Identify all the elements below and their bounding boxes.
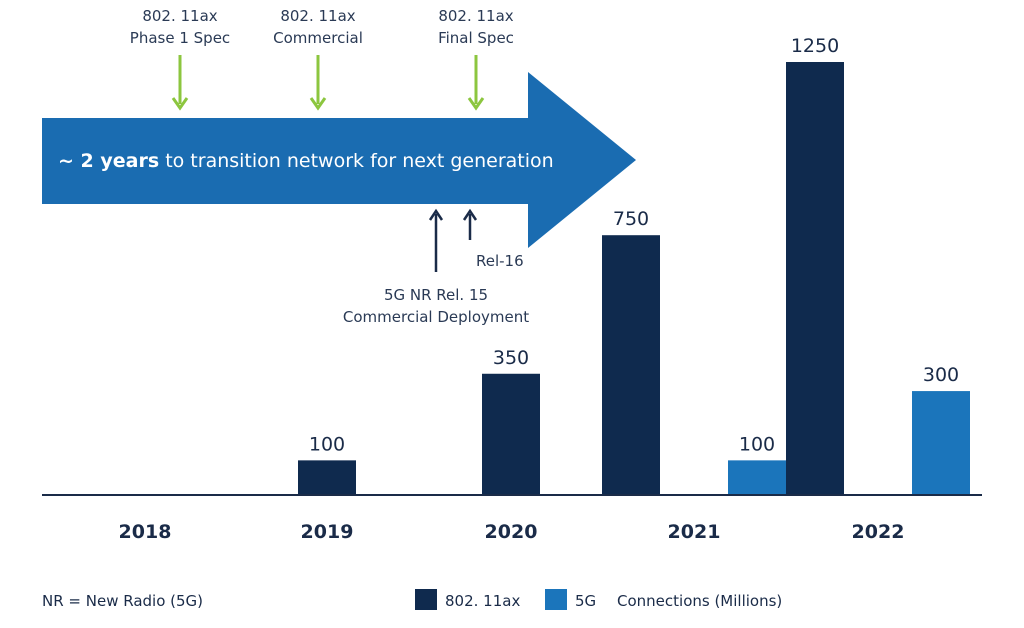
value-label-5g-2022: 300 xyxy=(923,364,959,386)
bar-5g-2021 xyxy=(728,460,786,495)
nr-arrows xyxy=(428,208,478,272)
transition-banner-arrow xyxy=(42,72,636,248)
banner-rest: to transition network for next generatio… xyxy=(159,150,554,172)
legend-swatch-5g xyxy=(545,589,567,610)
bar-wifi-2020 xyxy=(482,373,540,495)
value-label-wifi-2019: 100 xyxy=(309,433,345,455)
transition-banner-text: ~ 2 years to transition network for next… xyxy=(58,150,554,172)
commercial-label-line1: 802. 11ax xyxy=(280,7,355,25)
bar-5g-2022 xyxy=(912,391,970,495)
x-tick-2018: 2018 xyxy=(119,521,172,543)
value-label-wifi-2020: 350 xyxy=(493,347,529,369)
rel15-label-line2: Commercial Deployment xyxy=(343,308,529,326)
phase1-label-line1: 802. 11ax xyxy=(142,7,217,25)
value-label-wifi-2021: 750 xyxy=(613,208,649,230)
footnote: NR = New Radio (5G) xyxy=(42,592,203,610)
nr-arrow-head-rel15 xyxy=(428,208,444,221)
x-tick-2020: 2020 xyxy=(485,521,538,543)
spec-arrows xyxy=(171,55,485,111)
legend-unit-label: Connections (Millions) xyxy=(617,592,782,610)
x-tick-2021: 2021 xyxy=(668,521,721,543)
arrow-head-final-spec xyxy=(467,97,485,111)
value-label-5g-2021: 100 xyxy=(739,433,775,455)
phase1-label-line2: Phase 1 Spec xyxy=(130,29,230,47)
commercial-label-line2: Commercial xyxy=(273,29,363,47)
bar-wifi-2021 xyxy=(602,235,660,495)
banner-bold: ~ 2 years xyxy=(58,150,159,172)
x-tick-2022: 2022 xyxy=(852,521,905,543)
x-tick-labels: 2018 2019 2020 2021 2022 xyxy=(119,521,905,543)
rel15-label-line1: 5G NR Rel. 15 xyxy=(384,286,488,304)
legend-label-wifi: 802. 11ax xyxy=(445,592,520,610)
arrow-head-commercial xyxy=(309,97,327,111)
legend-label-5g: 5G xyxy=(575,592,596,610)
bar-wifi-2022 xyxy=(786,62,844,495)
value-labels-group: 100 350 750 100 1250 300 xyxy=(309,35,959,455)
nr-arrow-head-rel16 xyxy=(462,208,478,221)
rel16-label: Rel-16 xyxy=(476,252,524,270)
final-spec-label-line1: 802. 11ax xyxy=(438,7,513,25)
final-spec-label-line2: Final Spec xyxy=(438,29,514,47)
value-label-wifi-2022: 1250 xyxy=(791,35,839,57)
legend-swatch-wifi xyxy=(415,589,437,610)
x-tick-2019: 2019 xyxy=(301,521,354,543)
arrow-head-phase1 xyxy=(171,97,189,111)
bar-wifi-2019 xyxy=(298,460,356,495)
bars-group xyxy=(298,62,970,495)
